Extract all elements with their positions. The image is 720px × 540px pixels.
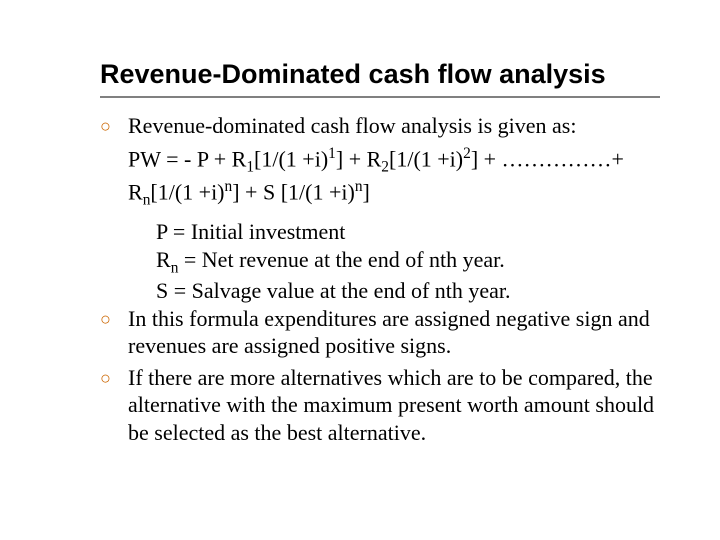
slide-title: Revenue-Dominated cash flow analysis	[100, 58, 680, 90]
bullet-icon: ○	[100, 305, 128, 333]
def-rn-post: = Net revenue at the end of nth year.	[178, 247, 504, 272]
formula-sup: 1	[328, 145, 336, 162]
formula-part: [1/(1 +i)	[254, 147, 328, 172]
formula-block: PW = - P + R1[1/(1 +i)1] + R2[1/(1 +i)2]…	[128, 144, 680, 210]
bullet-text-1: Revenue-dominated cash flow analysis is …	[128, 112, 680, 140]
formula-part: [1/(1 +i)	[389, 147, 463, 172]
bullet-item-2: ○ In this formula expenditures are assig…	[100, 305, 680, 360]
formula-sup: n	[355, 178, 363, 195]
bullet-item-3: ○ If there are more alternatives which a…	[100, 364, 680, 447]
bullet-text-2: In this formula expenditures are assigne…	[128, 305, 680, 360]
formula-part: ] + R	[336, 147, 381, 172]
bullet-text-3: If there are more alternatives which are…	[128, 364, 680, 447]
bullet-item-1: ○ Revenue-dominated cash flow analysis i…	[100, 112, 680, 140]
bullet-icon: ○	[100, 364, 128, 392]
title-underline	[100, 96, 660, 98]
slide: Revenue-Dominated cash flow analysis ○ R…	[0, 0, 720, 540]
formula-part: [1/(1 +i)	[150, 180, 224, 205]
bullet-icon: ○	[100, 112, 128, 140]
formula-part: ]	[363, 180, 370, 205]
formula-part: PW = - P + R	[128, 147, 246, 172]
formula-sub: 2	[381, 159, 389, 176]
definition-p: P = Initial investment	[156, 218, 680, 246]
slide-body: ○ Revenue-dominated cash flow analysis i…	[100, 112, 680, 446]
formula-sup: 2	[463, 145, 471, 162]
definitions-block: P = Initial investment Rn = Net revenue …	[156, 218, 680, 305]
definition-s: S = Salvage value at the end of nth year…	[156, 277, 680, 305]
definition-rn: Rn = Net revenue at the end of nth year.	[156, 246, 680, 278]
formula-sub: 1	[246, 159, 254, 176]
def-rn-pre: R	[156, 247, 171, 272]
formula-part: ] + S [1/(1 +i)	[232, 180, 355, 205]
